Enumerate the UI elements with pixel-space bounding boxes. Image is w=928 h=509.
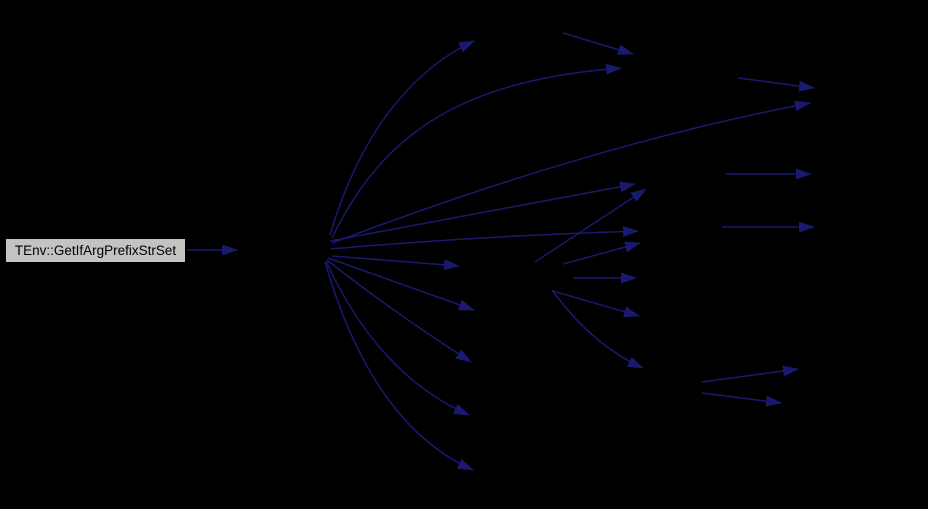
edge-hub-to-far-right — [331, 100, 811, 244]
edge-top-branch — [562, 32, 634, 55]
edge-hub-down-2 — [326, 259, 472, 363]
edge-hub-up-long — [331, 63, 622, 239]
edge-hub-up-steep — [329, 40, 475, 236]
root-node-tenv-getifargprefixstrset[interactable]: TEnv::GetIfArgPrefixStrSet — [5, 238, 186, 263]
edge-hub-mid-up — [329, 181, 636, 242]
root-node-label: TEnv::GetIfArgPrefixStrSet — [14, 242, 177, 258]
edge-mid-up-right — [562, 241, 641, 265]
edge-hub-down-4 — [324, 261, 474, 471]
edge-mid-down-right — [552, 290, 640, 318]
edge-hub-short-right — [331, 255, 460, 271]
edge-hub-down-3 — [325, 260, 470, 416]
edge-hub-down-1 — [327, 257, 475, 311]
edge-mid-up-steep — [534, 188, 647, 263]
edge-mid-curve-down — [551, 289, 644, 369]
edge-bottom-right-up — [701, 365, 799, 383]
edge-hub-mid-right — [330, 225, 639, 250]
edge-bottom-right-down — [701, 392, 782, 407]
edge-top-right-branch — [737, 77, 815, 92]
